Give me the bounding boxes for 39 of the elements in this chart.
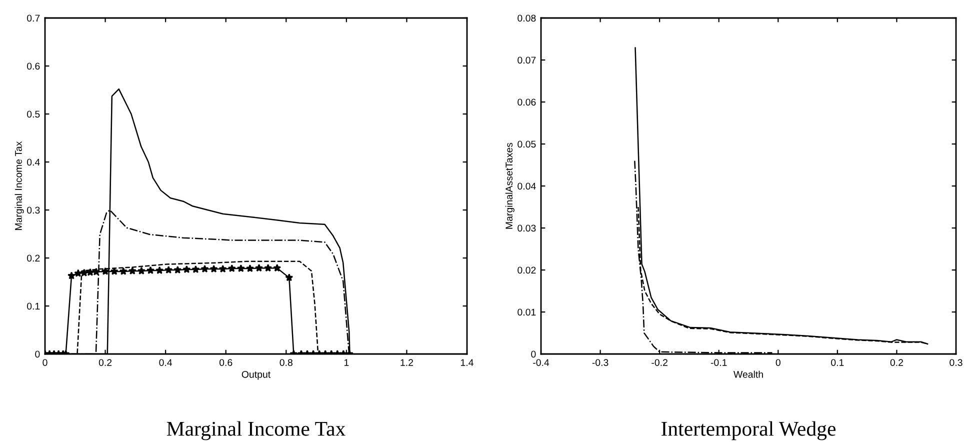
x-axis-title: Wealth [734, 370, 763, 378]
y-tick-label: 0.02 [518, 266, 536, 274]
y-tick-label: 0.07 [518, 56, 536, 64]
x-tick-label: 0.2 [890, 359, 903, 366]
x-tick-label: -0.1 [710, 359, 727, 366]
y-tick-label: 0.06 [518, 98, 536, 106]
x-tick-label: 0 [776, 359, 780, 366]
x-tick-label: 1.2 [400, 359, 413, 366]
y-tick-label: 0.5 [27, 110, 40, 118]
y-tick-label: 0.01 [518, 308, 536, 316]
x-tick-label: -0.2 [652, 359, 668, 366]
y-tick-label: 0.03 [518, 224, 536, 232]
x-tick-label: 0 [42, 359, 48, 366]
y-tick-label: 0.2 [27, 254, 40, 262]
y-tick-label: 0.6 [27, 62, 40, 70]
y-tick-label: 0.4 [27, 158, 40, 166]
x-tick-label: 0.4 [159, 359, 172, 366]
y-tick-label: 0.1 [27, 302, 40, 310]
x-tick-label: 0.1 [831, 359, 844, 366]
text: Marginal Income Tax [166, 421, 346, 440]
y-tick-label: 0 [531, 350, 536, 358]
x-tick-label: 1 [344, 359, 349, 366]
x-tick-label: 0.6 [219, 359, 232, 366]
x-axis-title: Output [242, 370, 271, 380]
y-tick-label: 0.7 [27, 14, 40, 22]
y-tick-label: 0.04 [518, 182, 536, 190]
text: Intertemporal Wedge [661, 421, 836, 440]
y-axis-title: MarginalAssetTaxes [505, 142, 514, 229]
x-tick-label: 0.8 [280, 359, 292, 366]
x-tick-label: 0.2 [98, 359, 112, 366]
y-tick-label: 0.05 [518, 140, 536, 148]
y-tick-label: 0.3 [27, 206, 40, 214]
y-tick-label: 0.08 [518, 14, 536, 22]
x-tick-label: 1.4 [460, 359, 474, 366]
x-tick-label: -0.3 [592, 359, 608, 366]
x-tick-label: -0.4 [533, 359, 550, 366]
y-axis-title: Marginal Income Tax [14, 141, 24, 230]
y-tick-label: 0 [35, 350, 40, 358]
x-tick-label: 0.3 [950, 359, 962, 366]
